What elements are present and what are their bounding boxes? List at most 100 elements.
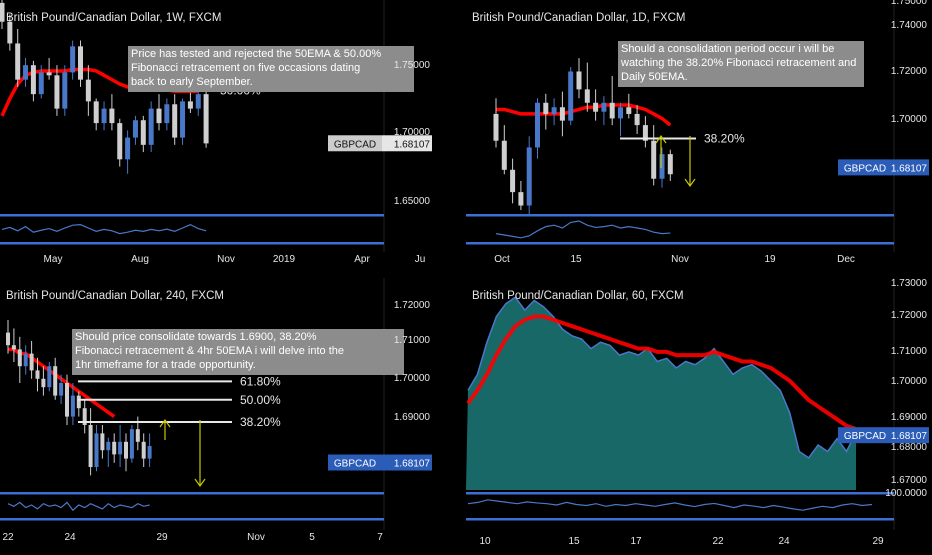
chart-panel-daily[interactable]: 38.20% British Pound/Canadian Dollar, 1D,… bbox=[466, 0, 932, 272]
candle-body bbox=[584, 89, 590, 103]
time-axis-label: 7 bbox=[377, 532, 383, 543]
candle-body bbox=[203, 94, 209, 144]
candle-body bbox=[568, 71, 574, 121]
candle-body bbox=[101, 108, 107, 124]
candle-body bbox=[38, 72, 44, 95]
candle-body bbox=[156, 108, 162, 124]
chart-panel-4hour[interactable]: 61.80% 50.00% 38.20% British Pound/Canadian… bbox=[0, 278, 432, 550]
price-axis-label: 1.75000 bbox=[394, 60, 431, 71]
price-axis-label: 1.70000 bbox=[891, 114, 928, 125]
price-axis-label: 1.73000 bbox=[891, 278, 928, 289]
time-axis-label: 24 bbox=[64, 532, 76, 543]
candle-body bbox=[195, 94, 201, 109]
candle-body bbox=[576, 71, 582, 90]
fib-level-label: 38.20% bbox=[704, 132, 745, 146]
candle-body bbox=[642, 125, 648, 141]
candle-body bbox=[634, 113, 640, 126]
candle-body bbox=[7, 21, 13, 44]
osc-scale-label: 100.0000 bbox=[885, 488, 927, 499]
chart-panel-weekly[interactable]: 50.00%British Pound/Canadian Dollar, 1W,… bbox=[0, 0, 432, 272]
fib-level-label: 50.00% bbox=[240, 393, 281, 407]
chart-svg: 100.0000 British Pound/Canadian Dollar, 6… bbox=[466, 278, 929, 547]
candle-body bbox=[82, 408, 87, 425]
candle-body bbox=[106, 441, 111, 451]
ema-50-line bbox=[466, 314, 857, 431]
osc-band-bottom bbox=[466, 242, 894, 245]
time-axis-label: 15 bbox=[570, 254, 582, 265]
symbol-tag: GBPCAD bbox=[844, 163, 886, 174]
arrow-down-head-icon bbox=[684, 178, 696, 188]
annotation-text: Should a consolidation period occur i wi… bbox=[620, 43, 856, 83]
time-axis-label: Nov bbox=[671, 254, 689, 265]
candle-body bbox=[118, 441, 123, 455]
time-axis-label: 17 bbox=[630, 536, 642, 547]
candle-body bbox=[46, 72, 52, 76]
candle-body bbox=[164, 104, 170, 124]
price-axis-label: 1.75000 bbox=[891, 0, 928, 7]
time-axis-label: 15 bbox=[568, 536, 580, 547]
osc-band-bottom bbox=[466, 518, 894, 521]
annotation-text: Price has tested and rejected the 50EMA … bbox=[131, 48, 381, 88]
time-axis-label: 29 bbox=[872, 536, 884, 547]
chart-panel-1hour[interactable]: 100.0000 British Pound/Canadian Dollar, 6… bbox=[466, 278, 932, 550]
chart-title: British Pound/Canadian Dollar, 1W, FXCM bbox=[6, 12, 221, 24]
osc-band-top bbox=[466, 492, 894, 495]
candle-body bbox=[125, 137, 131, 160]
annotation-box bbox=[128, 46, 414, 92]
candle-body bbox=[559, 107, 565, 121]
symbol-tag: GBPCAD bbox=[334, 459, 376, 470]
annotation-line: 1hr timeframe for a trade opportunity. bbox=[75, 359, 256, 371]
candle-body bbox=[62, 72, 68, 109]
current-price-badge: GBPCAD 1.68107 bbox=[838, 159, 929, 176]
time-axis-label: 22 bbox=[2, 532, 14, 543]
current-price-bg bbox=[382, 454, 432, 471]
time-axis-label: May bbox=[44, 254, 63, 265]
price-axis-label: 1.68000 bbox=[891, 442, 928, 453]
candle-body bbox=[76, 395, 81, 409]
osc-band-bottom bbox=[0, 518, 384, 521]
candle-body bbox=[53, 366, 58, 396]
candle-body bbox=[88, 425, 93, 467]
candle-body bbox=[147, 446, 152, 459]
candle-body bbox=[129, 429, 134, 459]
osc-band-bottom bbox=[0, 242, 384, 245]
annotation-line: watching the 38.20% Fibonacci retracemen… bbox=[620, 57, 856, 69]
candle-body bbox=[85, 79, 91, 102]
candle-body bbox=[141, 441, 146, 459]
time-axis-label: Oct bbox=[494, 254, 510, 265]
symbol-tag: GBPCAD bbox=[334, 139, 376, 150]
candle-body bbox=[117, 123, 123, 160]
candle-body bbox=[551, 107, 557, 114]
annotation-callout: Price has tested and rejected the 50EMA … bbox=[128, 46, 414, 92]
price-axis-label: 1.69000 bbox=[394, 412, 431, 423]
candle-body bbox=[6, 332, 10, 346]
price-axis-label: 1.71000 bbox=[394, 335, 431, 346]
fib-level-label: 38.20% bbox=[240, 415, 281, 429]
time-axis-label: 22 bbox=[712, 536, 724, 547]
candle-body bbox=[626, 107, 632, 114]
candle-body bbox=[17, 349, 22, 367]
osc-line bbox=[495, 220, 671, 239]
candle-body bbox=[70, 46, 76, 73]
time-axis-label: Nov bbox=[247, 532, 265, 543]
candle-body bbox=[601, 102, 607, 112]
osc-band-top bbox=[466, 214, 894, 217]
time-axis-label: 2019 bbox=[273, 254, 296, 265]
osc-line bbox=[467, 499, 873, 511]
chart-svg: 61.80% 50.00% 38.20% British Pound/Canadian… bbox=[0, 278, 432, 543]
candle-body bbox=[148, 108, 154, 145]
time-axis-label: 10 bbox=[479, 536, 491, 547]
price-axis-label: 1.70000 bbox=[891, 376, 928, 387]
price-axis-label: 1.74000 bbox=[891, 20, 928, 31]
annotation-line: Should a consolidation period occur i wi… bbox=[621, 43, 834, 55]
chart-title: British Pound/Canadian Dollar, 240, FXCM bbox=[6, 290, 224, 302]
candle-body bbox=[124, 441, 128, 459]
annotation-line: back to early September. bbox=[131, 76, 253, 88]
annotation-line: Should price consolidate towards 1.6900,… bbox=[75, 331, 317, 343]
current-price-value: 1.68107 bbox=[891, 431, 928, 442]
symbol-tag: GBPCAD bbox=[844, 431, 886, 442]
price-axis-label: 1.71000 bbox=[891, 346, 928, 357]
time-axis-label: 5 bbox=[309, 532, 315, 543]
candle-body bbox=[109, 108, 115, 124]
candle-body bbox=[29, 353, 34, 371]
